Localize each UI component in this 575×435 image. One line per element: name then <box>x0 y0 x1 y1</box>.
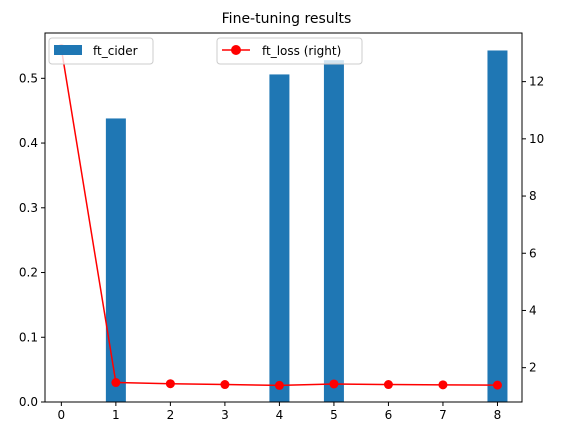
x-tick-label-4: 4 <box>276 408 284 422</box>
bars-layer <box>105 50 508 403</box>
bar-ft-cider-5 <box>323 60 344 402</box>
loss-line-layer <box>56 44 502 390</box>
loss-point-6 <box>383 380 393 390</box>
bar-ft-cider-1 <box>105 118 126 402</box>
chart-title: Fine-tuning results <box>222 11 352 27</box>
y-left-tick-label-4: 0.4 <box>19 136 38 150</box>
loss-point-2 <box>165 379 175 389</box>
loss-point-8 <box>492 380 502 390</box>
loss-point-1 <box>111 378 121 388</box>
legend-cider-label: ft_cider <box>93 44 138 58</box>
legend-loss-marker <box>231 45 241 55</box>
legend-cider-box <box>48 37 154 65</box>
bar-ft-cider-8 <box>487 50 508 403</box>
y-left-tick-label-5: 0.5 <box>19 71 38 85</box>
legend-cider-swatch <box>54 45 82 55</box>
y-axis-left: 0.0 0.1 0.2 0.3 0.4 0.5 <box>19 71 45 409</box>
x-tick-label-1: 1 <box>112 408 120 422</box>
legend-loss-label: ft_loss (right) <box>262 44 341 58</box>
x-tick-label-5: 5 <box>330 408 338 422</box>
x-axis: 0 1 2 3 4 5 6 7 8 <box>58 402 502 422</box>
y-right-tick-label-2: 2 <box>529 361 537 375</box>
x-tick-label-2: 2 <box>167 408 175 422</box>
y-left-tick-label-1: 0.1 <box>19 330 38 344</box>
loss-point-3 <box>220 380 230 390</box>
bar-ft-cider-4 <box>269 74 290 402</box>
y-left-tick-label-2: 0.2 <box>19 266 38 280</box>
y-right-tick-label-12: 12 <box>529 75 544 89</box>
x-tick-label-6: 6 <box>385 408 393 422</box>
y-left-tick-label-3: 0.3 <box>19 201 38 215</box>
loss-point-7 <box>438 380 448 390</box>
y-axis-right: 2 4 6 8 10 12 <box>522 75 544 375</box>
legend-loss: ft_loss (right) <box>216 37 363 65</box>
y-right-tick-label-10: 10 <box>529 132 544 146</box>
x-tick-label-3: 3 <box>221 408 229 422</box>
x-tick-label-7: 7 <box>439 408 447 422</box>
x-tick-label-8: 8 <box>494 408 502 422</box>
loss-point-5 <box>329 379 339 389</box>
x-tick-label-0: 0 <box>58 408 66 422</box>
y-right-tick-label-6: 6 <box>529 246 537 260</box>
y-right-tick-label-4: 4 <box>529 303 537 317</box>
y-right-tick-label-8: 8 <box>529 189 537 203</box>
y-left-tick-label-0: 0.0 <box>19 395 38 409</box>
legend-loss-box <box>216 37 363 65</box>
plot-frame <box>44 32 523 403</box>
loss-point-4 <box>274 380 284 390</box>
legend-cider: ft_cider <box>48 37 154 65</box>
